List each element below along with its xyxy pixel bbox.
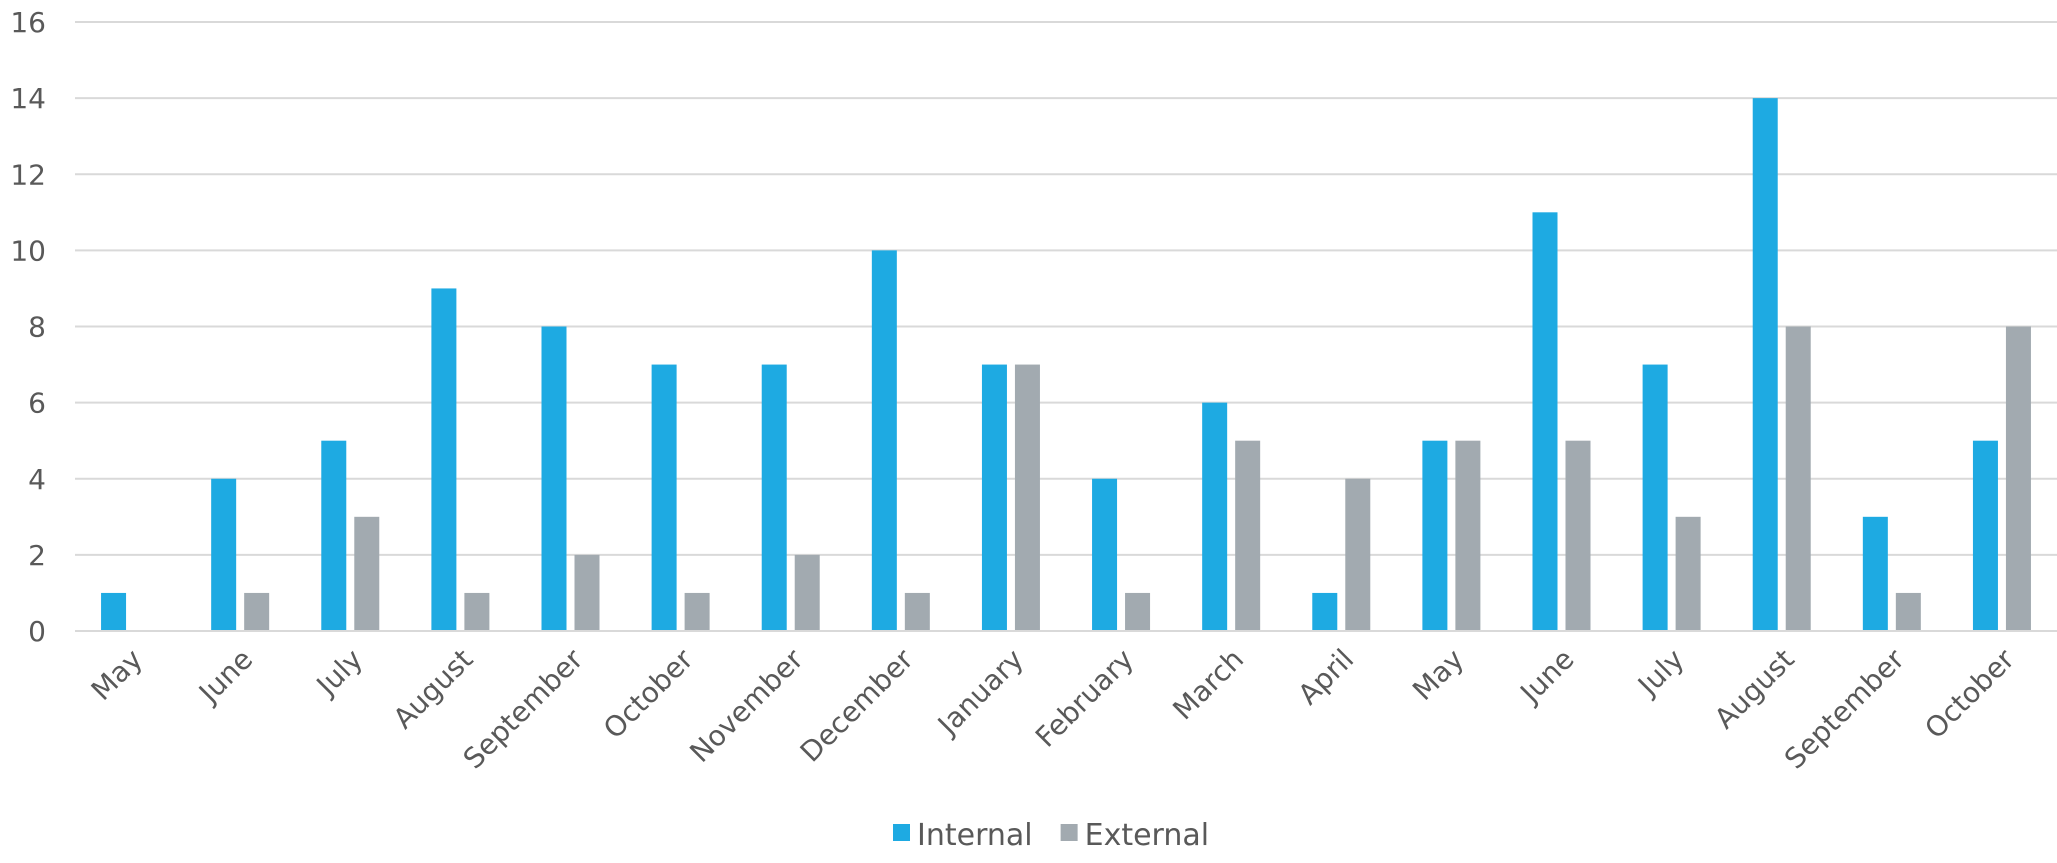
x-tick-label: December (794, 642, 920, 768)
y-tick-label: 4 (28, 463, 46, 496)
bar-internal (321, 440, 347, 631)
bar-internal (541, 326, 567, 631)
bars (101, 98, 2031, 631)
x-tick-label: August (387, 643, 480, 736)
legend-swatch-external (1060, 824, 1078, 841)
bar-external (1014, 364, 1040, 631)
bar-internal (981, 364, 1007, 631)
bar-internal (761, 364, 787, 631)
x-tick-label: June (191, 643, 259, 711)
gridlines (75, 21, 2057, 556)
bar-external (1345, 478, 1371, 631)
bar-internal (1312, 592, 1338, 631)
y-tick-label: 2 (28, 539, 46, 572)
y-tick-label: 12 (10, 158, 46, 191)
bar-external (464, 592, 490, 631)
x-tick-label: April (1292, 643, 1361, 712)
bar-external (684, 592, 710, 631)
bar-external (1895, 592, 1921, 631)
x-tick-label: January (930, 643, 1030, 743)
y-tick-label: 10 (10, 234, 46, 267)
bar-internal (651, 364, 677, 631)
bar-external (794, 554, 820, 631)
y-tick-label: 14 (10, 82, 46, 115)
bar-external (2005, 326, 2031, 631)
y-axis-tick-labels: 0 2 4 6 8 10 12 14 16 (10, 6, 46, 648)
bar-external (574, 554, 600, 631)
bar-external (1675, 516, 1701, 631)
x-tick-label: May (85, 643, 149, 707)
bar-external (1565, 440, 1591, 631)
x-tick-label: March (1166, 643, 1250, 727)
x-tick-label: September (457, 642, 590, 775)
x-tick-label: July (309, 643, 369, 703)
x-tick-label: May (1406, 643, 1470, 707)
bar-internal (1202, 402, 1228, 631)
bar-external (1785, 326, 1811, 631)
bar-external (1125, 592, 1151, 631)
legend: Internal External (893, 818, 1209, 853)
bar-external (1235, 440, 1261, 631)
bar-internal (1422, 440, 1448, 631)
x-tick-label: February (1029, 643, 1140, 754)
x-tick-label: November (683, 642, 810, 769)
bar-internal (1092, 478, 1118, 631)
bar-external (244, 592, 270, 631)
bar-internal (1752, 98, 1778, 631)
legend-label-external: External (1085, 818, 1209, 853)
bar-internal (1642, 364, 1668, 631)
y-tick-label: 8 (28, 311, 46, 344)
bar-internal (871, 250, 897, 631)
legend-label-internal: Internal (917, 818, 1033, 853)
y-tick-label: 16 (10, 6, 46, 39)
bar-internal (1972, 440, 1998, 631)
bar-internal (211, 478, 237, 631)
bar-internal (1532, 212, 1558, 631)
bar-internal (1862, 516, 1888, 631)
bar-internal (431, 288, 457, 631)
x-tick-label: October (597, 642, 700, 745)
bar-external (354, 516, 380, 631)
x-tick-label: July (1630, 643, 1690, 703)
x-tick-label: August (1708, 643, 1801, 736)
y-tick-label: 6 (28, 387, 46, 420)
bar-external (1455, 440, 1481, 631)
bar-external (904, 592, 930, 631)
y-tick-label: 0 (28, 615, 46, 648)
x-tick-label: October (1918, 642, 2021, 745)
bar-internal (101, 592, 127, 631)
x-tick-label: June (1513, 643, 1581, 711)
x-tick-label: September (1778, 642, 1911, 775)
legend-swatch-internal (893, 824, 910, 841)
